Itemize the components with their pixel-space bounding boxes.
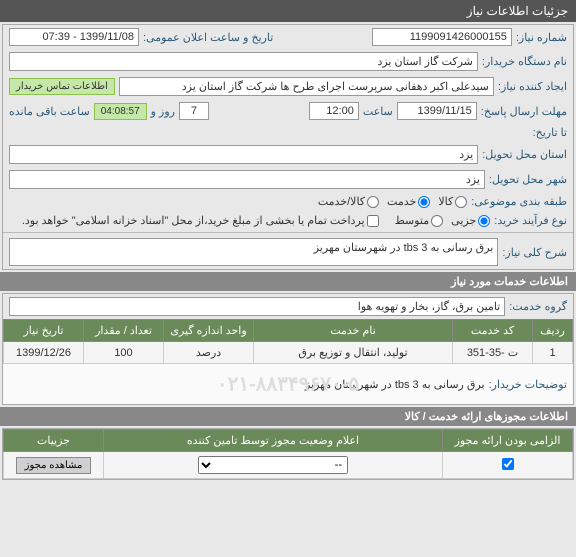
city-value: یزد [9, 170, 485, 189]
col-row: ردیف [533, 320, 573, 342]
pt-medium-radio[interactable] [431, 215, 443, 227]
days-value: 7 [179, 102, 209, 120]
page-header: جزئیات اطلاعات نیاز [0, 0, 576, 22]
pt-small-radio[interactable] [478, 215, 490, 227]
province-label: استان محل تحویل: [482, 148, 567, 161]
creator-value: سیدعلی اکبر دهقانی سرپرست اجرای طرح ها ش… [119, 77, 494, 96]
need-desc-label: شرح کلی نیاز: [502, 246, 567, 259]
deadline-label: مهلت ارسال پاسخ: [481, 105, 567, 118]
permit-mandatory-cell [443, 452, 573, 479]
remaining-time: 04:08:57 [94, 103, 147, 120]
permit-details-cell: مشاهده مجوز [4, 452, 104, 479]
payment-checkbox[interactable] [367, 215, 379, 227]
pcol-mandatory: الزامی بودن ارائه مجوز [443, 430, 573, 452]
cell-row: 1 [533, 342, 573, 364]
cell-unit: درصد [164, 342, 254, 364]
day-label: روز و [151, 105, 175, 118]
cat-both-option[interactable]: کالا/خدمت [318, 195, 379, 208]
city-label: شهر محل تحویل: [489, 173, 567, 186]
deadline-time: 12:00 [309, 102, 359, 120]
buyer-notes-value: برق رسانی به tbs 3 در شهرستان مهریز [9, 378, 485, 391]
services-table: ردیف کد خدمت نام خدمت واحد اندازه گیری ت… [3, 319, 573, 364]
creator-label: ایجاد کننده نیاز: [498, 80, 567, 93]
col-unit: واحد اندازه گیری [164, 320, 254, 342]
service-group-label: گروه خدمت: [509, 300, 567, 313]
cat-service-option[interactable]: خدمت [387, 195, 430, 208]
pt-small-option[interactable]: جزیی [451, 214, 490, 227]
table-row: 1 ت -35-351 تولید، انتقال و توزیع برق در… [4, 342, 573, 364]
remaining-label: ساعت باقی مانده [9, 105, 90, 118]
public-time-label: تاریخ و ساعت اعلان عمومی: [143, 31, 273, 44]
buyer-value: شرکت گاز استان یزد [9, 52, 478, 71]
cat-goods-radio[interactable] [455, 196, 467, 208]
cell-date: 1399/12/26 [4, 342, 84, 364]
pt-medium-option[interactable]: متوسط [395, 214, 444, 227]
pcol-details: جزییات [4, 430, 104, 452]
contact-link[interactable]: اطلاعات تماس خریدار [9, 78, 115, 95]
buyer-notes-label: توضیحات خریدار: [489, 378, 567, 391]
purchase-type-group: جزیی متوسط [395, 214, 491, 227]
pcol-status: اعلام وضعیت مجوز توسط تامین کننده [104, 430, 443, 452]
cell-code: ت -35-351 [453, 342, 533, 364]
subject-cat-label: طبقه بندی موضوعی: [471, 195, 567, 208]
need-info-section: شماره نیاز: 1199091426000155 تاریخ و ساع… [2, 24, 574, 270]
view-permit-button[interactable]: مشاهده مجوز [16, 457, 92, 474]
permit-status-select[interactable]: -- [198, 456, 348, 474]
permits-table: الزامی بودن ارائه مجوز اعلام وضعیت مجوز … [3, 429, 573, 479]
services-section: گروه خدمت: تامین برق، گاز، بخار و تهویه … [2, 293, 574, 405]
province-value: یزد [9, 145, 478, 164]
cat-goods-option[interactable]: کالا [438, 195, 467, 208]
subject-cat-group: کالا خدمت کالا/خدمت [318, 195, 467, 208]
permits-header: اطلاعات مجوزهای ارائه خدمت / کالا [0, 407, 576, 426]
need-desc-value: برق رسانی به tbs 3 در شهرستان مهریز [9, 238, 498, 266]
need-number-value: 1199091426000155 [372, 28, 512, 46]
cell-qty: 100 [84, 342, 164, 364]
public-time-value: 1399/11/08 - 07:39 [9, 28, 139, 46]
service-group-value: تامین برق، گاز، بخار و تهویه هوا [9, 297, 505, 316]
to-date-label: تا تاریخ: [477, 126, 567, 139]
deadline-date: 1399/11/15 [397, 102, 477, 120]
need-number-label: شماره نیاز: [516, 31, 567, 44]
cat-service-radio[interactable] [418, 196, 430, 208]
cell-name: تولید، انتقال و توزیع برق [254, 342, 453, 364]
table-row: -- مشاهده مجوز [4, 452, 573, 479]
payment-note-option[interactable]: پرداخت تمام یا بخشی از مبلغ خرید،از محل … [22, 214, 379, 227]
permit-mandatory-checkbox[interactable] [502, 458, 514, 470]
permits-section: الزامی بودن ارائه مجوز اعلام وضعیت مجوز … [2, 428, 574, 480]
col-name: نام خدمت [254, 320, 453, 342]
services-header: اطلاعات خدمات مورد نیاز [0, 272, 576, 291]
permit-status-cell: -- [104, 452, 443, 479]
purchase-type-label: نوع فرآیند خرید: [494, 214, 567, 227]
cat-both-radio[interactable] [367, 196, 379, 208]
time-label: ساعت [363, 105, 393, 118]
buyer-label: نام دستگاه خریدار: [482, 55, 567, 68]
col-qty: تعداد / مقدار [84, 320, 164, 342]
col-code: کد خدمت [453, 320, 533, 342]
col-date: تاریخ نیاز [4, 320, 84, 342]
